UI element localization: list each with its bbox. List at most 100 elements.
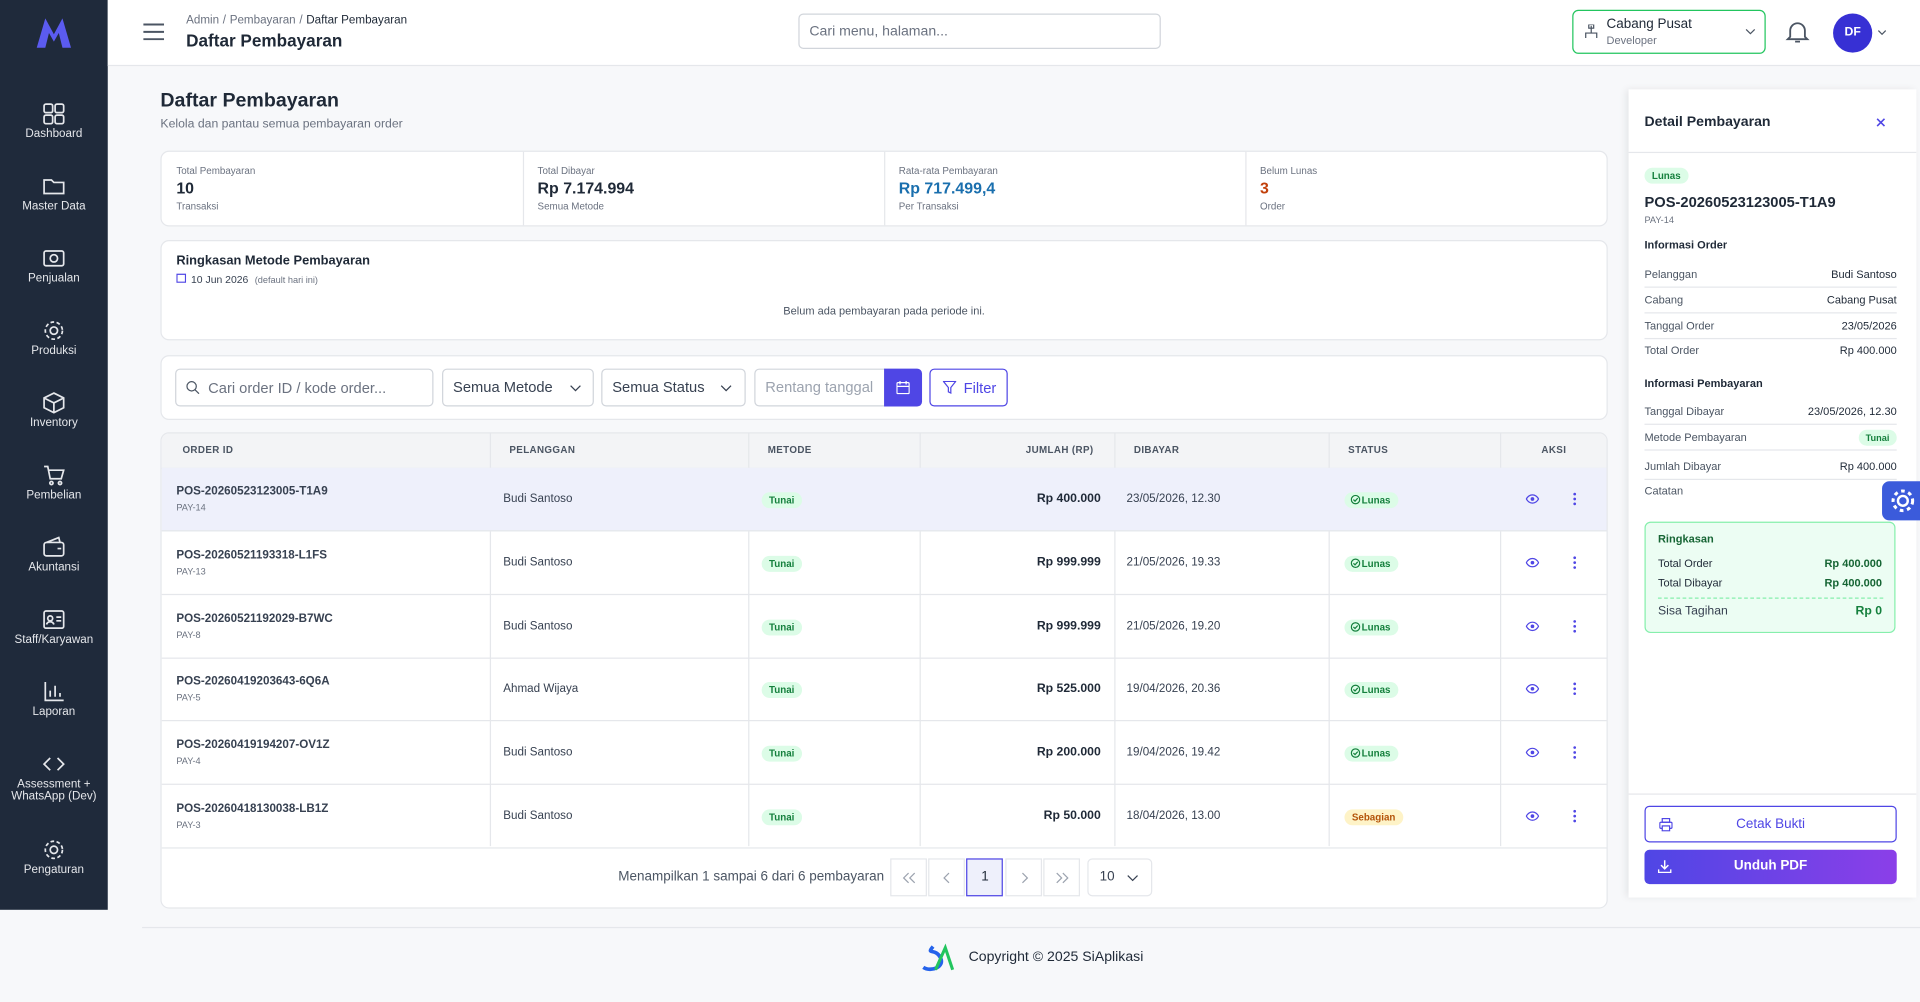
nav-item[interactable]: Laporan [32, 705, 76, 719]
nav-item[interactable]: Penjualan [27, 271, 80, 286]
order-id: POS-20260418130038-LB1Z [176, 802, 329, 816]
more-action[interactable] [1572, 619, 1577, 633]
detail-status: Lunas [1644, 167, 1689, 184]
detail-label: Total Order [1644, 344, 1700, 357]
more-action-svg [1573, 746, 1577, 759]
nav-item[interactable]: Inventory [29, 416, 78, 430]
check-icon-svg [1350, 748, 1361, 759]
footer-logo-a [934, 943, 955, 971]
nav-item[interactable]: Dashboard [25, 127, 83, 141]
page-nav-icon-svg [902, 872, 916, 884]
stat-label: Total Dibayar [537, 165, 595, 177]
summary-title: Ringkasan Metode Pembayaran [176, 253, 370, 269]
summary-value: Rp 400.000 [1824, 576, 1883, 589]
pagination-info: Menampilkan 1 sampai 6 dari 6 pembayaran [618, 869, 885, 885]
stat-note: Per Transaksi [898, 200, 959, 212]
nav-item[interactable]: Assessment + WhatsApp (Dev) [11, 777, 97, 804]
nav-item[interactable]: Pembelian [26, 488, 82, 503]
close-button[interactable] [1876, 118, 1886, 128]
nav-item[interactable]: Pengaturan [23, 863, 84, 877]
more-action[interactable] [1572, 683, 1577, 696]
table-row[interactable] [161, 658, 1607, 722]
nav-item[interactable]: Master Data [22, 199, 86, 214]
amount: Rp 400.000 [1036, 492, 1101, 506]
column-divider [1114, 433, 1116, 847]
nav-icon-svg [44, 682, 64, 702]
amount: Rp 999.999 [1036, 555, 1101, 570]
row-divider [1644, 337, 1897, 340]
table-row[interactable] [161, 595, 1607, 659]
view-action[interactable] [1525, 620, 1540, 631]
order-id: POS-20260419194207-OV1Z [176, 738, 330, 753]
order-id: POS-20260419203643-6Q6A [176, 675, 330, 689]
pdf-button[interactable]: Unduh PDF [1644, 849, 1897, 885]
table-row[interactable] [161, 721, 1607, 786]
view-action[interactable] [1525, 747, 1540, 758]
page-nav[interactable] [1043, 858, 1080, 897]
column-header: PELANGGAN [509, 444, 576, 456]
topbar: Admin / Pembayaran / Daftar Pembayaran Dafta… [107, 0, 1920, 67]
view-action-svg [1525, 494, 1540, 504]
date-range[interactable]: Rentang tanggal [754, 368, 886, 407]
view-action[interactable] [1525, 684, 1540, 695]
calendar-icon-lines [896, 380, 910, 387]
more-action-svg [1573, 556, 1577, 569]
search-placeholder: Cari menu, halaman... [809, 24, 948, 40]
amount: Rp 50.000 [1043, 809, 1101, 823]
more-action[interactable] [1572, 746, 1577, 759]
page-nav[interactable] [890, 858, 927, 897]
order-search[interactable]: Cari order ID / kode order... [175, 368, 434, 407]
avatar[interactable]: DF [1833, 13, 1873, 53]
view-action[interactable] [1525, 493, 1540, 504]
menu-icon [143, 23, 165, 41]
nav-item[interactable]: Staff/Karyawan [14, 633, 94, 647]
nav-icon-svg [43, 610, 65, 630]
nav-icon [43, 175, 65, 197]
print-button[interactable]: Cetak Bukti [1644, 805, 1897, 843]
check-icon [1350, 494, 1361, 505]
calendar-button[interactable] [884, 368, 923, 407]
customer: Ahmad Wijaya [503, 682, 579, 696]
stat-label: Total Pembayaran [176, 165, 256, 177]
calendar-icon [896, 380, 910, 395]
nav-icon-svg [44, 321, 64, 341]
page-nav[interactable] [928, 858, 966, 897]
nav-item[interactable]: Akuntansi [28, 560, 80, 575]
per-page[interactable]: 10 [1087, 858, 1153, 897]
more-action[interactable] [1572, 556, 1577, 569]
method-filter[interactable]: Semua Metode [442, 368, 594, 407]
detail-pay-id: PAY-14 [1644, 214, 1674, 226]
view-action[interactable] [1525, 557, 1540, 568]
menu-toggle[interactable] [143, 23, 165, 41]
branch-selector[interactable]: Cabang Pusat Developer [1572, 9, 1766, 54]
status-filter[interactable]: Semua Status [601, 368, 746, 407]
paid-at: 23/05/2026, 12.30 [1126, 492, 1221, 506]
view-action-svg [1525, 747, 1540, 758]
order-id: POS-20260521193318-L1FS [176, 548, 328, 562]
settings-fab[interactable] [1882, 481, 1920, 521]
branch-icon [1585, 24, 1598, 38]
row-divider [1644, 312, 1897, 314]
filter-icon-path [942, 380, 957, 395]
page-nav-icon [1055, 872, 1069, 884]
filter-button[interactable]: Filter [929, 368, 1008, 407]
stat-value: 10 [176, 178, 195, 198]
close-button-svg [1876, 118, 1886, 127]
nav-item[interactable]: Produksi [31, 344, 77, 358]
notification-bell[interactable] [1785, 20, 1810, 44]
view-action[interactable] [1525, 811, 1540, 822]
global-search[interactable]: Cari menu, halaman... [798, 13, 1161, 49]
more-action[interactable] [1572, 492, 1577, 506]
paid-at: 19/04/2026, 20.36 [1126, 682, 1221, 696]
date-range-placeholder: Rentang tanggal [765, 378, 874, 396]
table-row[interactable] [161, 785, 1607, 849]
page-number[interactable]: 1 [966, 858, 1004, 897]
nav-icon [42, 753, 65, 775]
more-action[interactable] [1572, 809, 1577, 823]
page-nav[interactable] [1004, 858, 1042, 897]
stat-label: Belum Lunas [1260, 165, 1318, 177]
chevron [1745, 28, 1756, 35]
table-row[interactable] [161, 531, 1607, 595]
column-header: STATUS [1348, 444, 1389, 456]
